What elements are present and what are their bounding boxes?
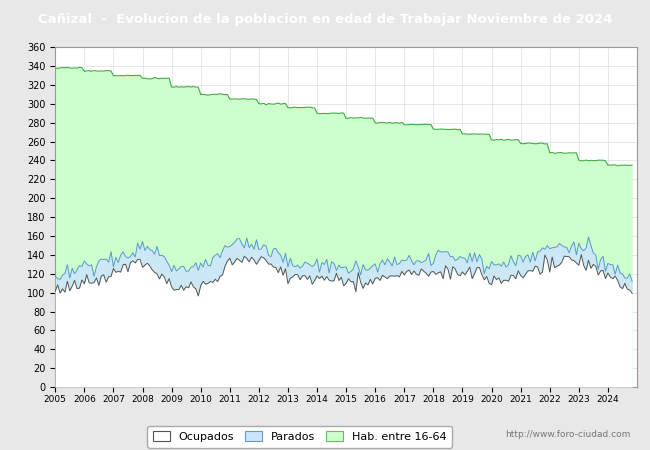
Text: http://www.foro-ciudad.com: http://www.foro-ciudad.com — [505, 430, 630, 439]
Legend: Ocupados, Parados, Hab. entre 16-64: Ocupados, Parados, Hab. entre 16-64 — [148, 426, 452, 448]
Text: Cañizal  -  Evolucion de la poblacion en edad de Trabajar Noviembre de 2024: Cañizal - Evolucion de la poblacion en e… — [38, 13, 612, 26]
